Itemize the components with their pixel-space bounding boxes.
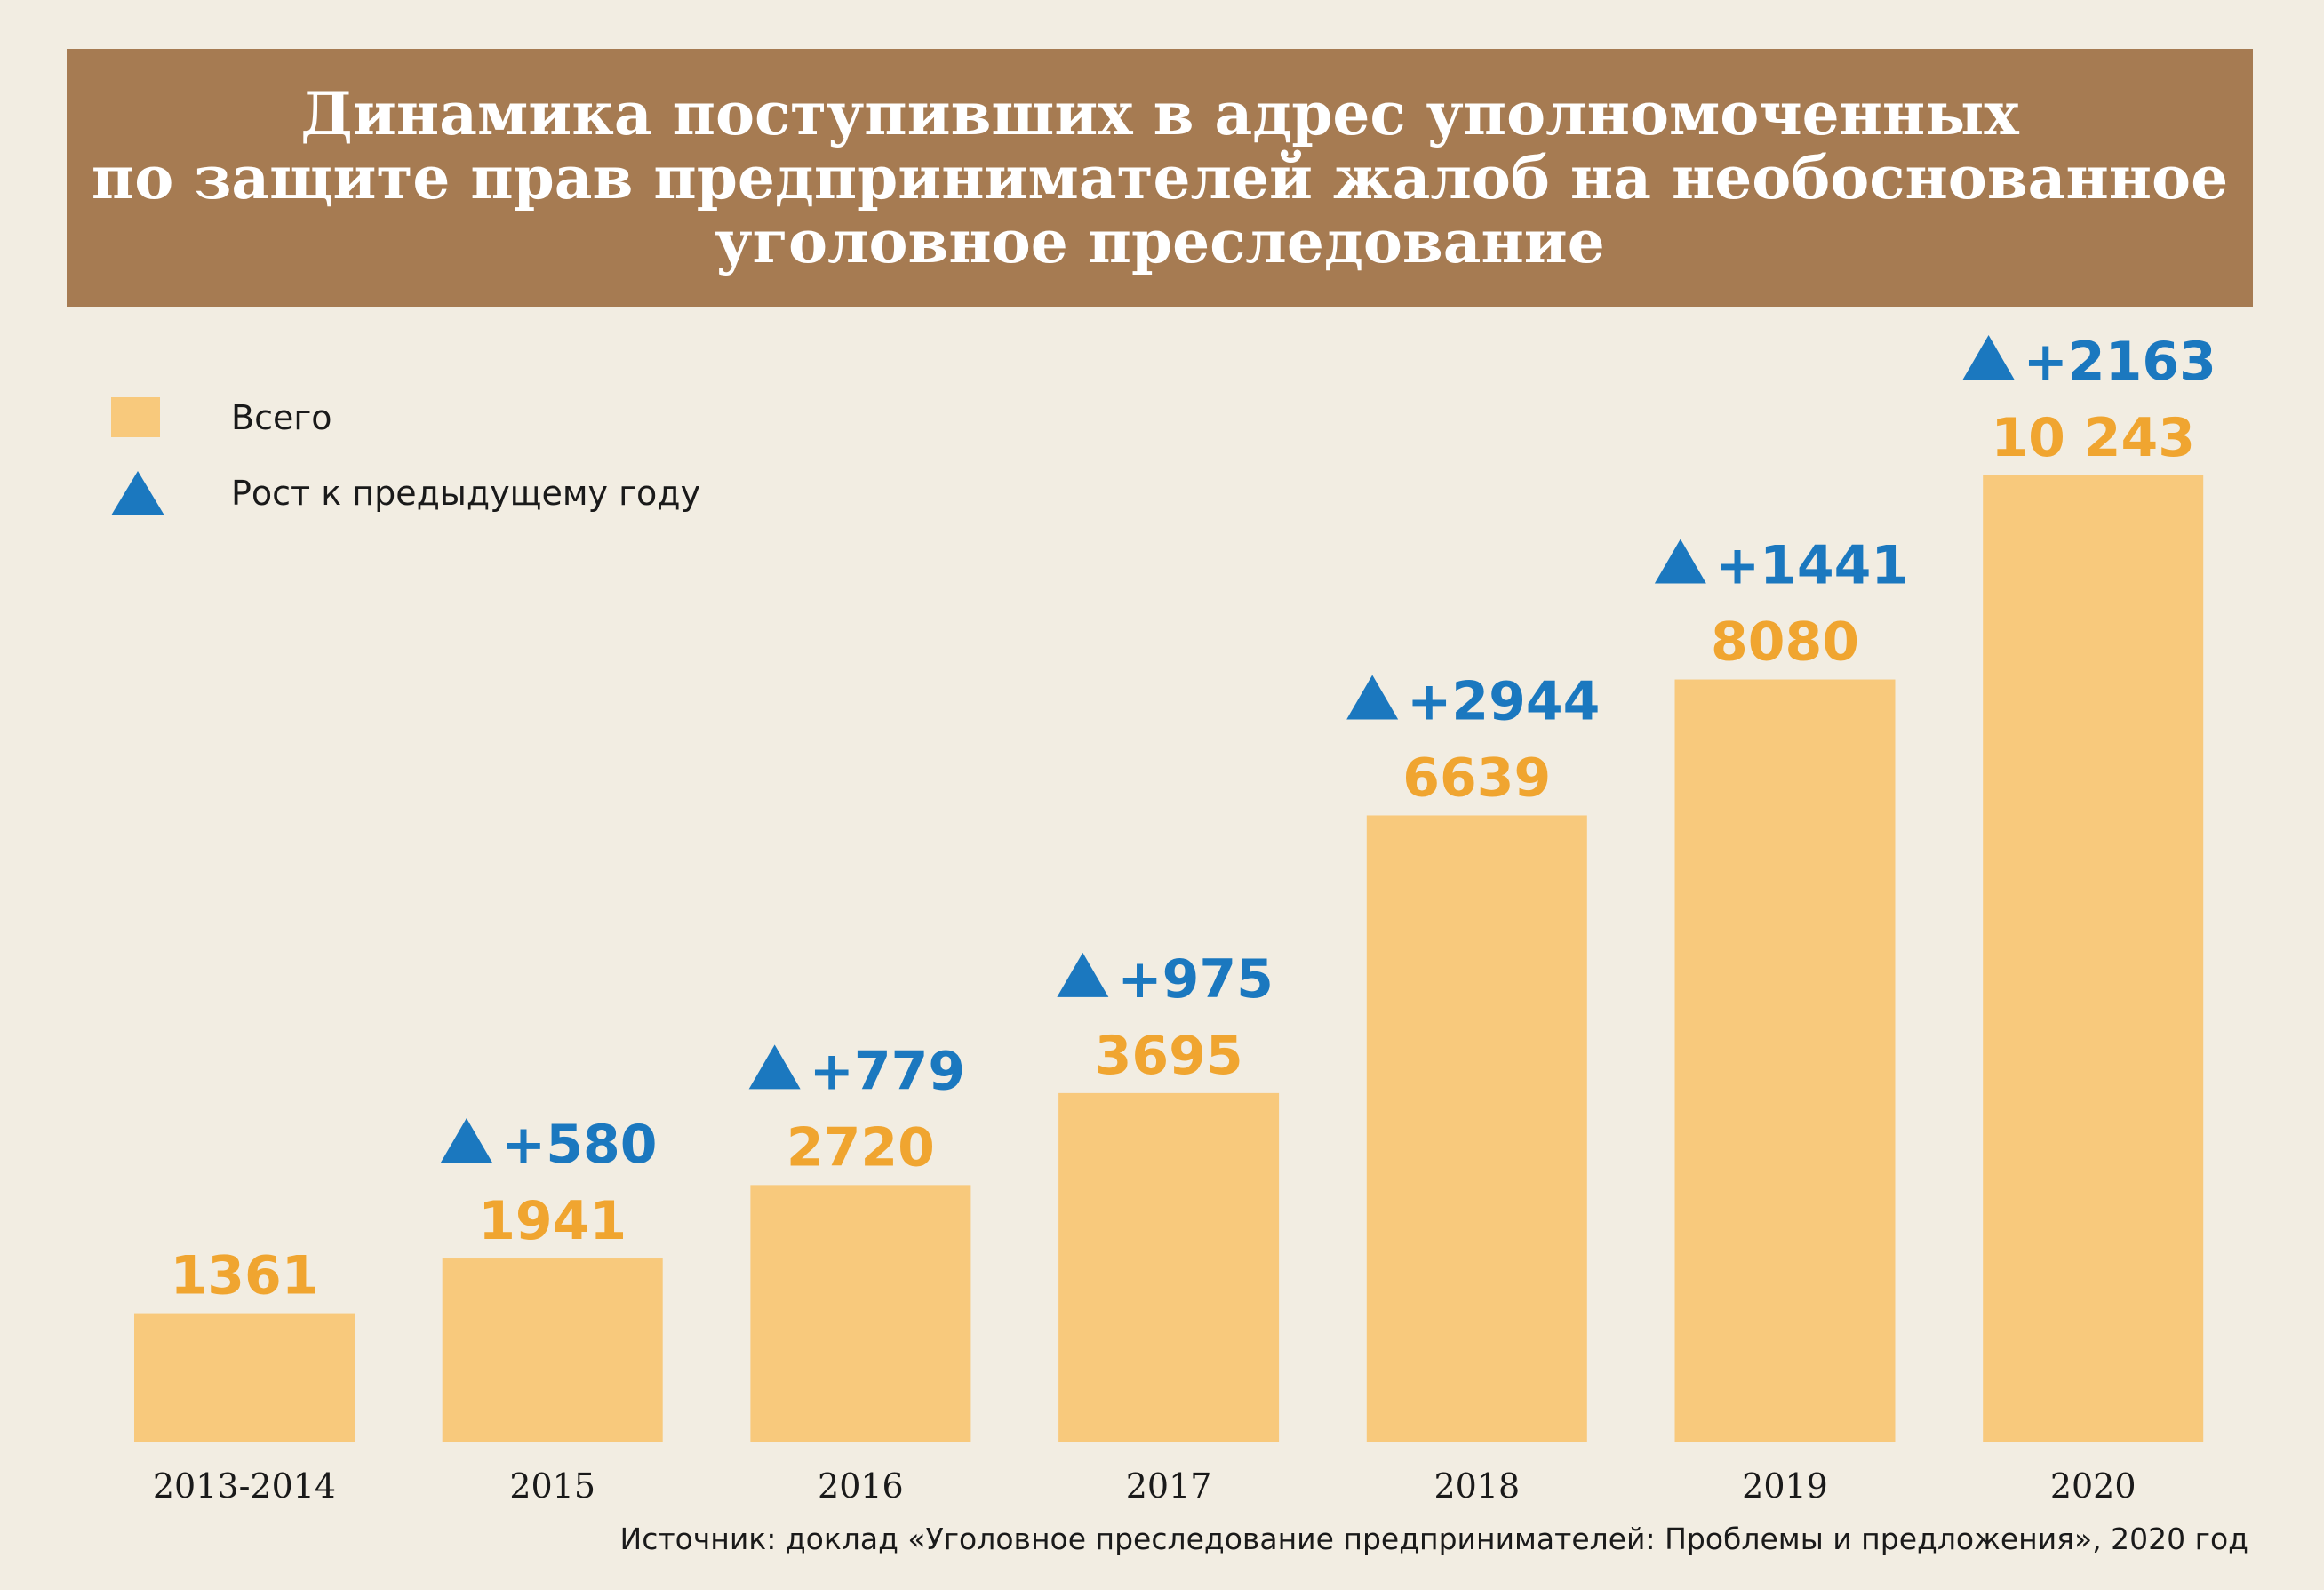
triangle-up-icon — [748, 1044, 801, 1090]
bar — [1366, 815, 1587, 1442]
growth-label: +975 — [1117, 948, 1274, 1011]
title-line-1: Динамика поступивших в адрес уполномочен… — [300, 79, 2019, 148]
triangle-up-icon — [111, 471, 164, 515]
bar-value-label: 6639 — [1402, 747, 1551, 809]
title-line-3: уголовное преследование — [715, 207, 1605, 276]
category-label: 2015 — [509, 1466, 595, 1506]
growth-label: +2163 — [2024, 331, 2216, 393]
source-note: Источник: доклад «Уголовное преследовани… — [619, 1522, 2248, 1556]
growth-label: +2944 — [1407, 670, 1600, 732]
category-label: 2017 — [1126, 1466, 1212, 1506]
title-line-2: по защите прав предпринимателей жалоб на… — [91, 143, 2229, 212]
category-label: 2019 — [1742, 1466, 1828, 1506]
bar — [442, 1258, 663, 1442]
triangle-up-icon — [1346, 675, 1399, 720]
bar-value-label: 2720 — [787, 1116, 935, 1179]
triangle-up-icon — [440, 1118, 492, 1163]
bar-value-label: 1941 — [478, 1190, 627, 1252]
growth-label: +580 — [501, 1114, 658, 1176]
triangle-up-icon — [1654, 539, 1706, 584]
category-label: 2018 — [1434, 1466, 1520, 1506]
growth-label: +779 — [810, 1040, 966, 1102]
bar-value-label: 10 243 — [1991, 407, 2195, 469]
bar-value-label: 1361 — [171, 1245, 319, 1307]
bar — [134, 1313, 355, 1442]
category-label: 2013-2014 — [153, 1466, 336, 1506]
category-label: 2016 — [818, 1466, 904, 1506]
legend-swatch-icon — [111, 397, 160, 437]
legend-label-total: Всего — [231, 397, 332, 437]
bar-value-label: 3695 — [1095, 1025, 1243, 1087]
bar — [1983, 475, 2204, 1442]
bar-value-label: 8080 — [1711, 611, 1859, 674]
bar — [1058, 1092, 1280, 1442]
legend-item-total: Всего — [111, 397, 332, 437]
growth-label: +1441 — [1715, 535, 1908, 597]
triangle-up-icon — [1962, 335, 2015, 380]
legend-label-growth: Рост к предыдущему году — [231, 474, 701, 513]
legend-item-growth: Рост к предыдущему году — [111, 471, 700, 515]
triangle-up-icon — [1057, 952, 1109, 997]
bar — [1674, 679, 1896, 1442]
title-banner: Динамика поступивших в адрес уполномочен… — [67, 49, 2253, 307]
bar — [750, 1185, 971, 1442]
category-label: 2020 — [2050, 1466, 2136, 1506]
